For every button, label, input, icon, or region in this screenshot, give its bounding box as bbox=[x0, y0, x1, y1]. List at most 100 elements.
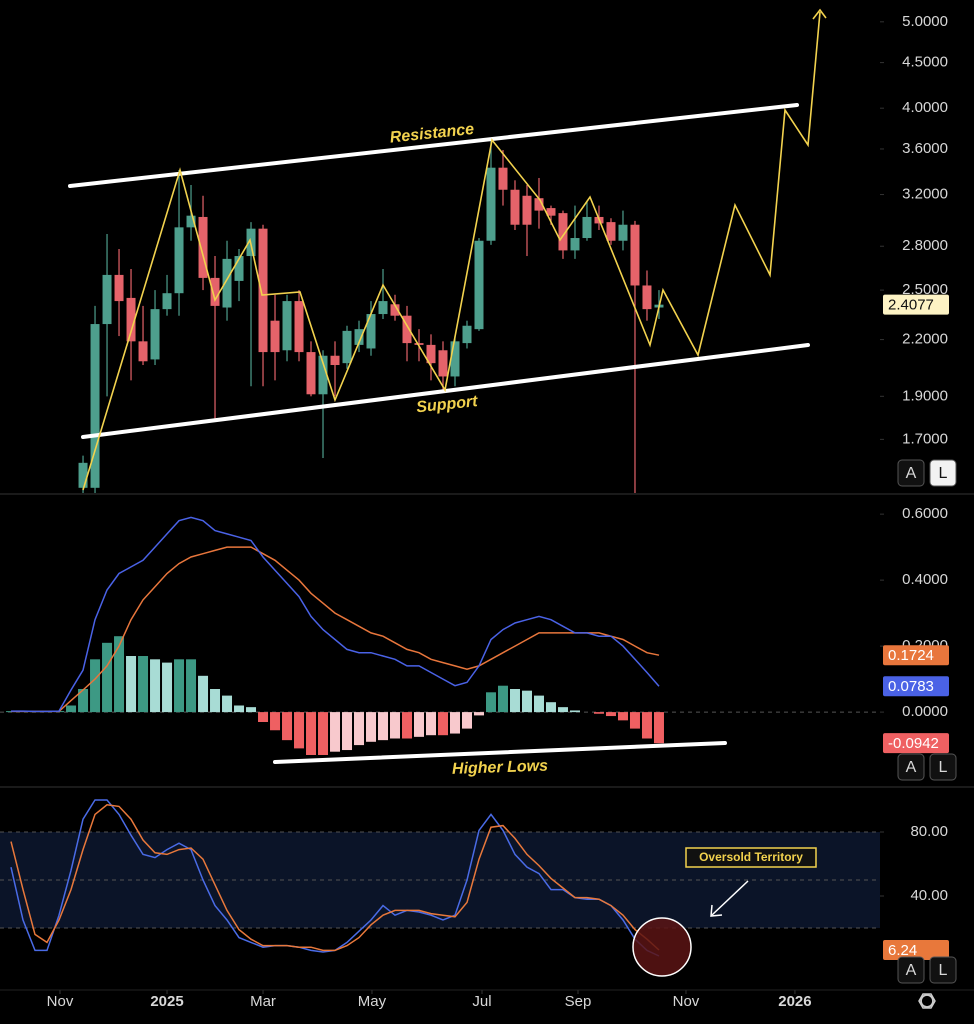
y-tick-label: 0.4000 bbox=[902, 571, 948, 588]
x-tick-label: Nov bbox=[47, 993, 74, 1010]
candle-body bbox=[414, 343, 424, 345]
y-tick-label: 5.0000 bbox=[902, 13, 948, 30]
candle-body bbox=[630, 224, 640, 286]
histogram-bar bbox=[126, 656, 137, 713]
y-tick-label: 1.7000 bbox=[902, 430, 948, 447]
candle-body bbox=[126, 297, 136, 342]
scale-button-box[interactable] bbox=[929, 459, 957, 487]
settings-button[interactable] bbox=[918, 993, 936, 1009]
scale-button-box[interactable] bbox=[897, 956, 925, 984]
candle-body bbox=[294, 301, 304, 353]
histogram-bar bbox=[210, 689, 221, 713]
value-tag bbox=[883, 733, 949, 754]
histogram-bar bbox=[354, 712, 365, 746]
histogram-bar bbox=[78, 689, 89, 713]
histogram-bar bbox=[533, 695, 544, 713]
scale-button-box[interactable] bbox=[897, 753, 925, 781]
scale-button-label[interactable]: A bbox=[906, 962, 917, 979]
value-tag-label: 0.1724 bbox=[888, 647, 934, 664]
oversold-arrowhead bbox=[710, 904, 723, 917]
candle-body bbox=[306, 352, 316, 395]
histogram-bar bbox=[414, 712, 425, 737]
x-tick-label: 2025 bbox=[150, 993, 183, 1010]
histogram-bar bbox=[282, 712, 293, 741]
histogram-bar bbox=[102, 642, 113, 713]
candle-body bbox=[222, 258, 232, 308]
scale-button-label[interactable]: L bbox=[939, 759, 948, 776]
histogram-bar bbox=[270, 712, 281, 731]
projection-arrowhead bbox=[812, 8, 827, 20]
candle-body bbox=[198, 216, 208, 278]
oversold-highlight bbox=[632, 917, 692, 977]
scale-button-label[interactable]: L bbox=[939, 962, 948, 979]
candle-body bbox=[474, 240, 484, 330]
macd-panel bbox=[6, 516, 664, 755]
candle-body bbox=[186, 215, 196, 228]
x-tick-label: Sep bbox=[565, 993, 592, 1010]
scale-button-box[interactable] bbox=[929, 956, 957, 984]
histogram-bar bbox=[162, 662, 173, 713]
settings-icon[interactable] bbox=[920, 994, 934, 1008]
histogram-bar bbox=[521, 690, 532, 713]
histogram-bar bbox=[557, 707, 568, 713]
histogram-bar bbox=[509, 689, 520, 713]
background-layer bbox=[0, 711, 880, 929]
histogram-bar bbox=[138, 656, 149, 713]
settings-icon-outline[interactable] bbox=[918, 993, 936, 1009]
histogram-bar bbox=[653, 712, 664, 744]
histogram-bar bbox=[426, 712, 437, 736]
support-label: Support bbox=[416, 393, 479, 416]
histogram-bar bbox=[258, 712, 269, 723]
scale-button-label[interactable]: L bbox=[939, 465, 948, 482]
histogram-bar bbox=[605, 712, 616, 717]
scale-button[interactable]: L bbox=[929, 459, 957, 487]
histogram-bar bbox=[461, 712, 472, 729]
scale-button-label[interactable]: A bbox=[906, 759, 917, 776]
value-tag-label: 0.0783 bbox=[888, 678, 934, 695]
histogram-bar bbox=[569, 710, 580, 713]
histogram-bar bbox=[497, 685, 508, 713]
candle-body bbox=[354, 329, 364, 345]
histogram-bar bbox=[234, 705, 245, 713]
price-panel bbox=[78, 140, 664, 493]
candle-body bbox=[534, 198, 544, 211]
histogram-bar bbox=[198, 675, 209, 713]
scale-button-box[interactable] bbox=[929, 753, 957, 781]
candle-body bbox=[258, 228, 268, 353]
scale-button-label[interactable]: A bbox=[906, 465, 917, 482]
candle-body bbox=[522, 195, 532, 225]
histogram-bar bbox=[629, 712, 640, 729]
candle-body bbox=[114, 274, 124, 302]
value-tag bbox=[883, 940, 949, 961]
oversold-box bbox=[685, 847, 817, 868]
histogram-bar bbox=[449, 712, 460, 734]
histogram-bar bbox=[593, 712, 604, 714]
histogram-bar bbox=[330, 712, 341, 752]
candle-body bbox=[366, 314, 376, 349]
candle-body bbox=[546, 208, 556, 216]
value-tag bbox=[883, 645, 949, 666]
candle-body bbox=[330, 355, 340, 366]
scale-button[interactable]: A bbox=[897, 956, 925, 984]
candle-body bbox=[90, 324, 100, 488]
y-tick-label: 4.0000 bbox=[902, 99, 948, 116]
scale-button[interactable]: L bbox=[929, 956, 957, 984]
scale-button[interactable]: A bbox=[897, 753, 925, 781]
value-tag-label: 2.4077 bbox=[888, 297, 934, 314]
scale-button-box[interactable] bbox=[897, 459, 925, 487]
candle-body bbox=[642, 285, 652, 310]
candle-body bbox=[618, 224, 628, 241]
y-tick-label: 2.8000 bbox=[902, 237, 948, 254]
value-tag bbox=[883, 294, 949, 315]
histogram-bar bbox=[437, 712, 448, 736]
candle-body bbox=[558, 213, 568, 251]
candle-body bbox=[570, 238, 580, 251]
scale-button[interactable]: L bbox=[929, 753, 957, 781]
histogram-bar bbox=[545, 702, 556, 713]
scale-button[interactable]: A bbox=[897, 459, 925, 487]
candle-body bbox=[378, 301, 388, 315]
candle-body bbox=[390, 304, 400, 316]
value-tag-label: 6.24 bbox=[888, 942, 917, 959]
candle-body bbox=[270, 320, 280, 353]
